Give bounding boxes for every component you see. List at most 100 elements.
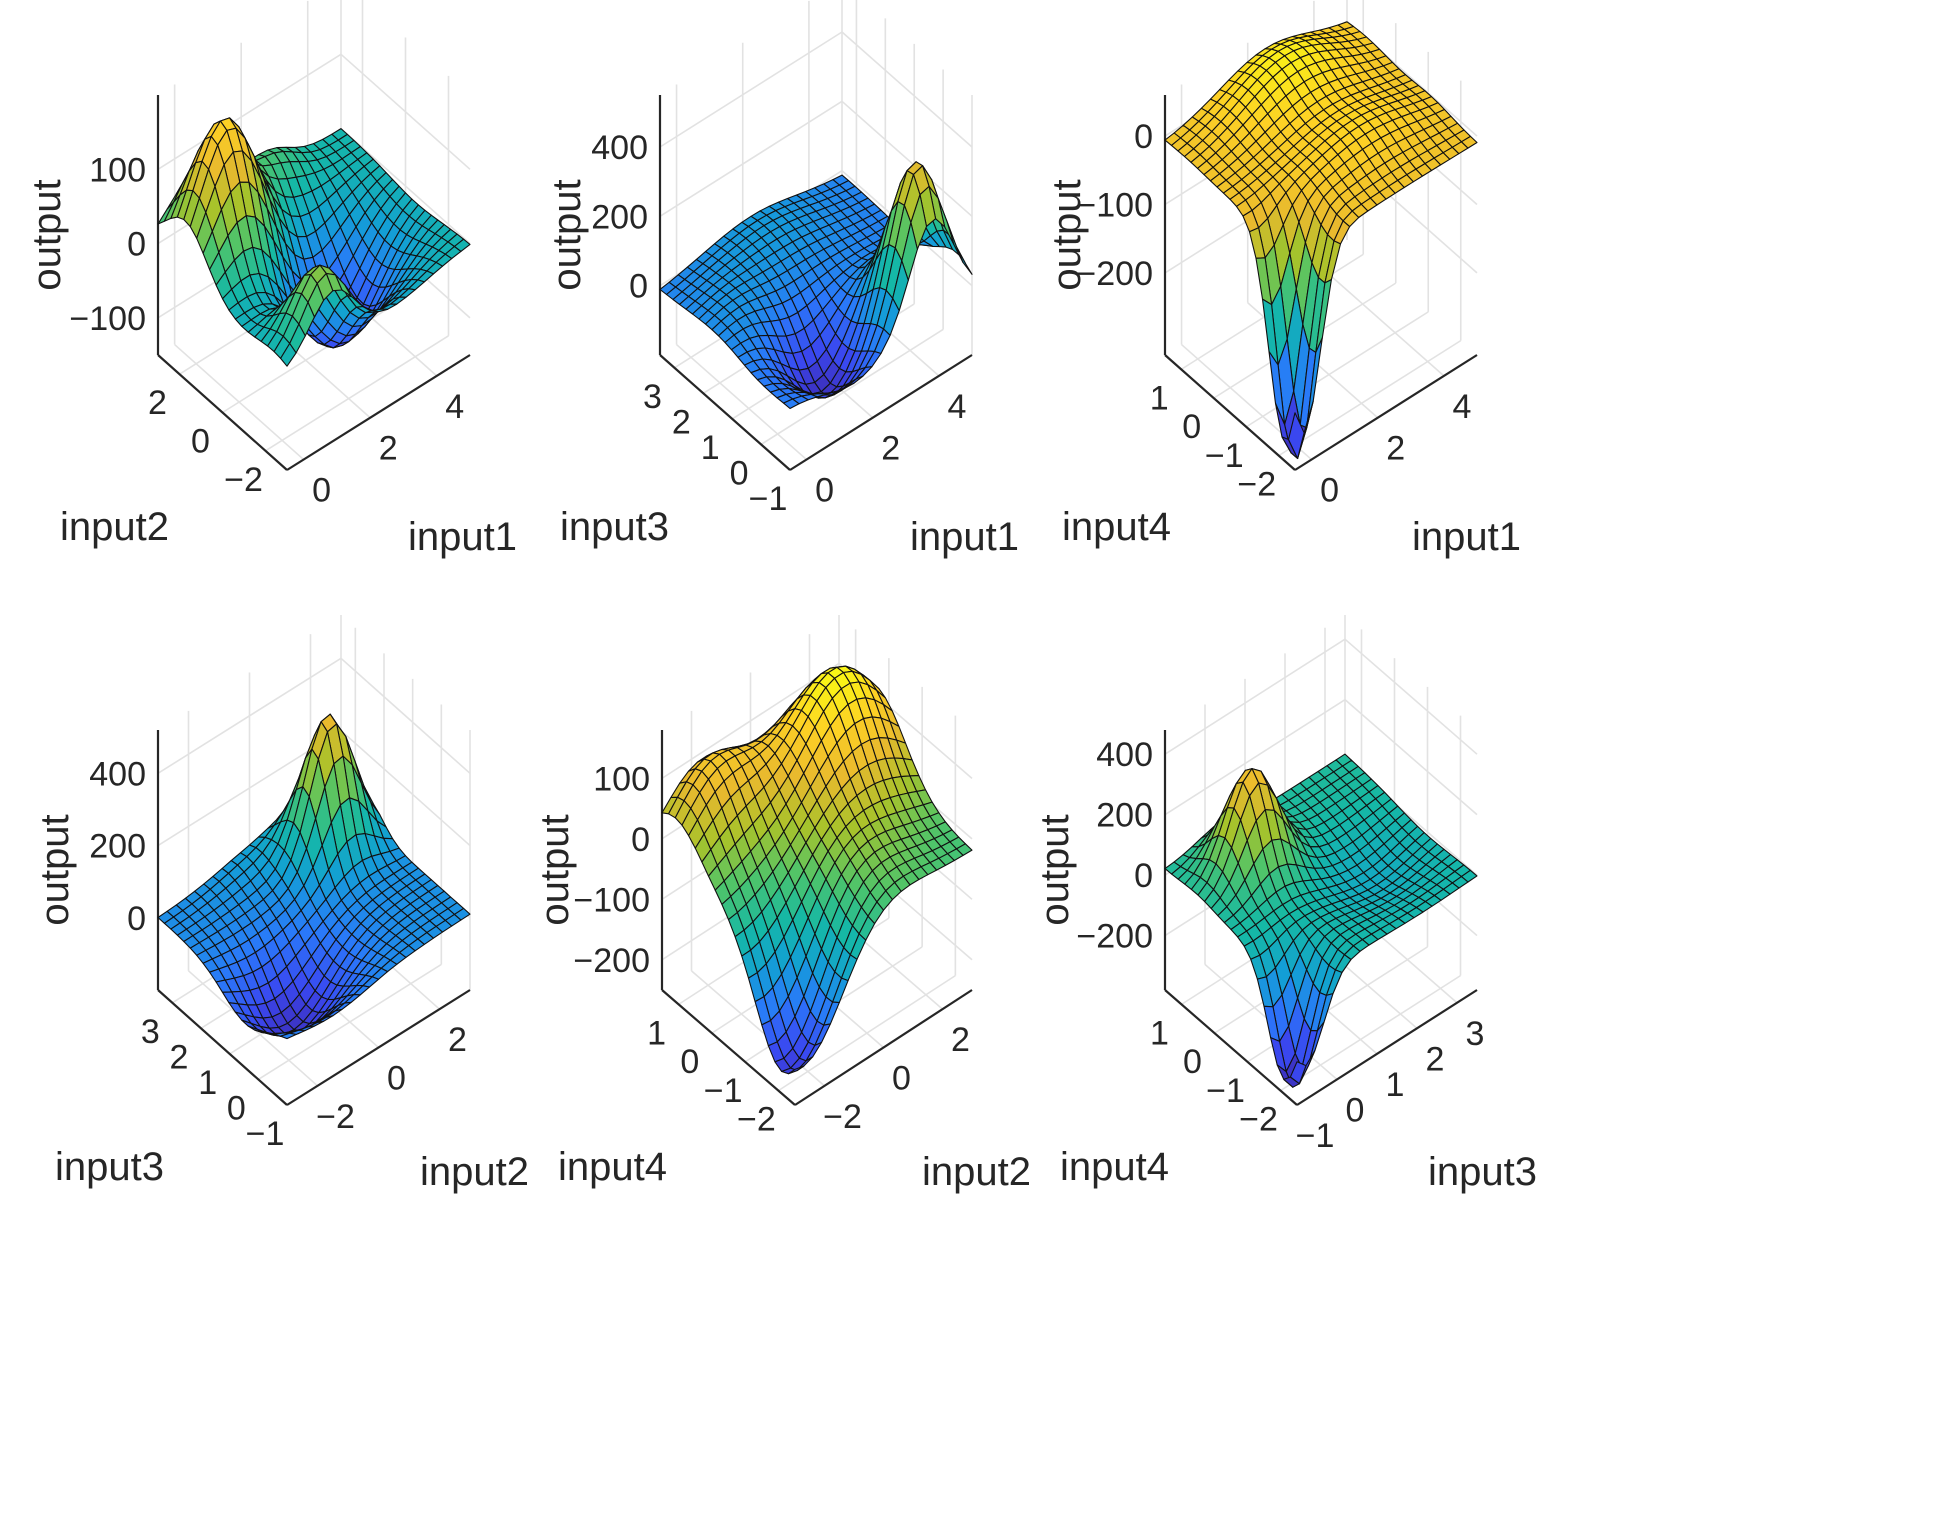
y-tick-label: 0 [1182,408,1201,446]
y-tick-label: −2 [224,461,263,499]
x-axis-line [286,989,471,1106]
x-tick-label: −1 [1296,1117,1335,1155]
y-tick-label: 1 [701,429,720,467]
grid-line [157,53,342,170]
y-tick-label: 0 [191,423,210,461]
z-tick-label: 100 [89,151,146,189]
grid-line [676,343,808,461]
grid-line [841,31,973,148]
grid-line [1278,339,1462,457]
grid-line [841,100,973,217]
y-axis-line [157,989,288,1106]
x-tick-label: −2 [316,1098,355,1136]
mesh-face [787,1065,805,1075]
x-tick-label: 0 [1320,472,1339,510]
y-axis-label: input3 [560,505,669,549]
grid-line [1313,260,1445,377]
surface-mesh [1164,753,1478,1088]
y-axis-label: input4 [1060,1145,1169,1189]
z-tick-label: 200 [89,828,146,866]
z-tick-label: 400 [591,129,648,167]
surface-mesh [1164,21,1478,460]
x-tick-label: 2 [1386,430,1405,468]
y-tick-label: 1 [1150,1014,1169,1052]
y-tick-label: 3 [141,1013,160,1051]
y-tick-label: 1 [647,1014,666,1052]
grid-line [157,657,342,775]
x-tick-label: 0 [815,472,834,510]
y-tick-label: 0 [730,454,749,492]
y-axis-label: input3 [55,1145,164,1189]
y-axis-line [1164,354,1296,471]
x-axis-label: input3 [1428,1150,1537,1194]
z-axis-label: output [533,814,577,925]
z-tick-label: 0 [629,268,648,306]
x-axis-line [1296,989,1478,1106]
x-tick-label: 1 [1386,1066,1405,1104]
x-axis-line [1294,354,1478,471]
axes [1163,95,1478,471]
axes [156,730,471,1106]
x-axis-line [794,989,973,1106]
z-tick-label: 400 [1096,736,1153,774]
y-tick-label: 2 [170,1038,189,1076]
y-tick-label: −1 [246,1115,285,1153]
grid-line [1344,699,1478,816]
y-tick-label: −2 [737,1101,776,1139]
mesh-face [1289,1061,1307,1085]
surface-mesh [659,161,973,410]
y-tick-label: −2 [1239,1101,1278,1139]
x-axis-label: input1 [1412,515,1521,559]
y-tick-label: −1 [749,480,788,518]
z-axis-label: output [545,179,589,290]
surface-mesh [157,713,471,1040]
z-tick-label: −200 [1076,255,1153,293]
z-axis-label: output [1033,814,1077,925]
y-tick-label: −1 [1205,437,1244,475]
z-axis-label: output [33,814,77,925]
x-axis-line [286,354,471,471]
y-tick-label: −1 [1206,1072,1245,1110]
y-axis-line [1164,989,1298,1106]
grid-line [340,53,471,170]
y-tick-label: 0 [680,1043,699,1081]
x-tick-label: 4 [1452,388,1471,426]
x-tick-label: 0 [892,1060,911,1098]
z-tick-label: 0 [127,900,146,938]
z-tick-label: 0 [127,226,146,264]
y-axis-label: input2 [60,505,169,549]
axes [660,730,973,1106]
z-tick-label: 0 [1134,857,1153,895]
z-axis-label: output [1045,179,1089,290]
mesh-face [1287,412,1305,460]
grid-line [1344,638,1478,755]
y-tick-label: 0 [1183,1043,1202,1081]
z-tick-label: 400 [89,755,146,793]
y-tick-label: 3 [643,378,662,416]
y-tick-label: −2 [1237,466,1276,504]
mesh-face [955,246,973,275]
x-tick-label: −2 [823,1098,862,1136]
grid-line [1280,974,1461,1092]
surface-mesh [157,117,471,367]
grid-line [340,657,471,774]
y-axis-label: input4 [558,1145,667,1189]
mesh-face [280,1032,297,1040]
y-axis-label: input4 [1062,505,1171,549]
grid-line [777,974,956,1092]
x-tick-label: 2 [448,1021,467,1059]
y-tick-label: 1 [198,1064,217,1102]
x-tick-label: 3 [1466,1015,1485,1053]
mesh-face [280,342,297,367]
z-tick-label: 0 [1134,118,1153,156]
mesh-face [782,398,800,410]
x-tick-label: 0 [1346,1091,1365,1129]
surface-mesh [661,665,973,1075]
y-tick-label: 1 [1150,379,1169,417]
axes [658,95,973,471]
y-axis-line [659,354,791,471]
